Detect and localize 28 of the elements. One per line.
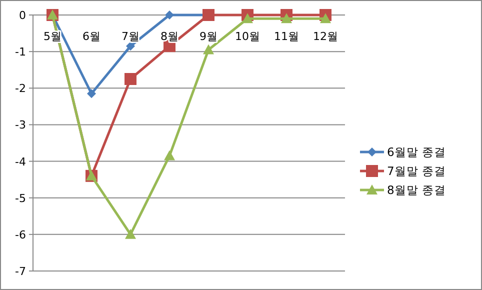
y-tick-label: -7	[15, 265, 26, 278]
point	[281, 13, 292, 24]
y-tick-label: -5	[15, 192, 26, 205]
x-tick-label: 7월	[122, 30, 140, 43]
x-tick-label: 9월	[200, 30, 218, 43]
legend-label: 6월말 종결	[387, 145, 446, 159]
point	[320, 13, 331, 24]
legend-label: 8월말 종결	[387, 183, 446, 197]
point	[165, 10, 174, 20]
point	[164, 150, 175, 160]
y-tick-label: -1	[15, 46, 26, 59]
x-tick-label: 11월	[274, 30, 299, 43]
y-tick-label: -3	[15, 118, 26, 132]
y-tick-label: -2	[15, 82, 26, 96]
point	[242, 13, 253, 24]
x-tick-label: 8월	[160, 30, 178, 43]
x-tick-label: 10월	[235, 30, 260, 43]
x-tick-label: 12월	[313, 30, 338, 43]
point	[125, 228, 136, 239]
x-tick-label: 6월	[82, 30, 100, 43]
point	[126, 42, 135, 51]
legend-label: 7월말 종결	[387, 164, 446, 178]
y-tick-label: -6	[15, 228, 26, 242]
point	[124, 73, 136, 85]
y-tick-label: 0	[19, 9, 26, 22]
y-tick-label: -4	[15, 155, 26, 168]
point	[203, 44, 214, 54]
point	[87, 89, 96, 98]
